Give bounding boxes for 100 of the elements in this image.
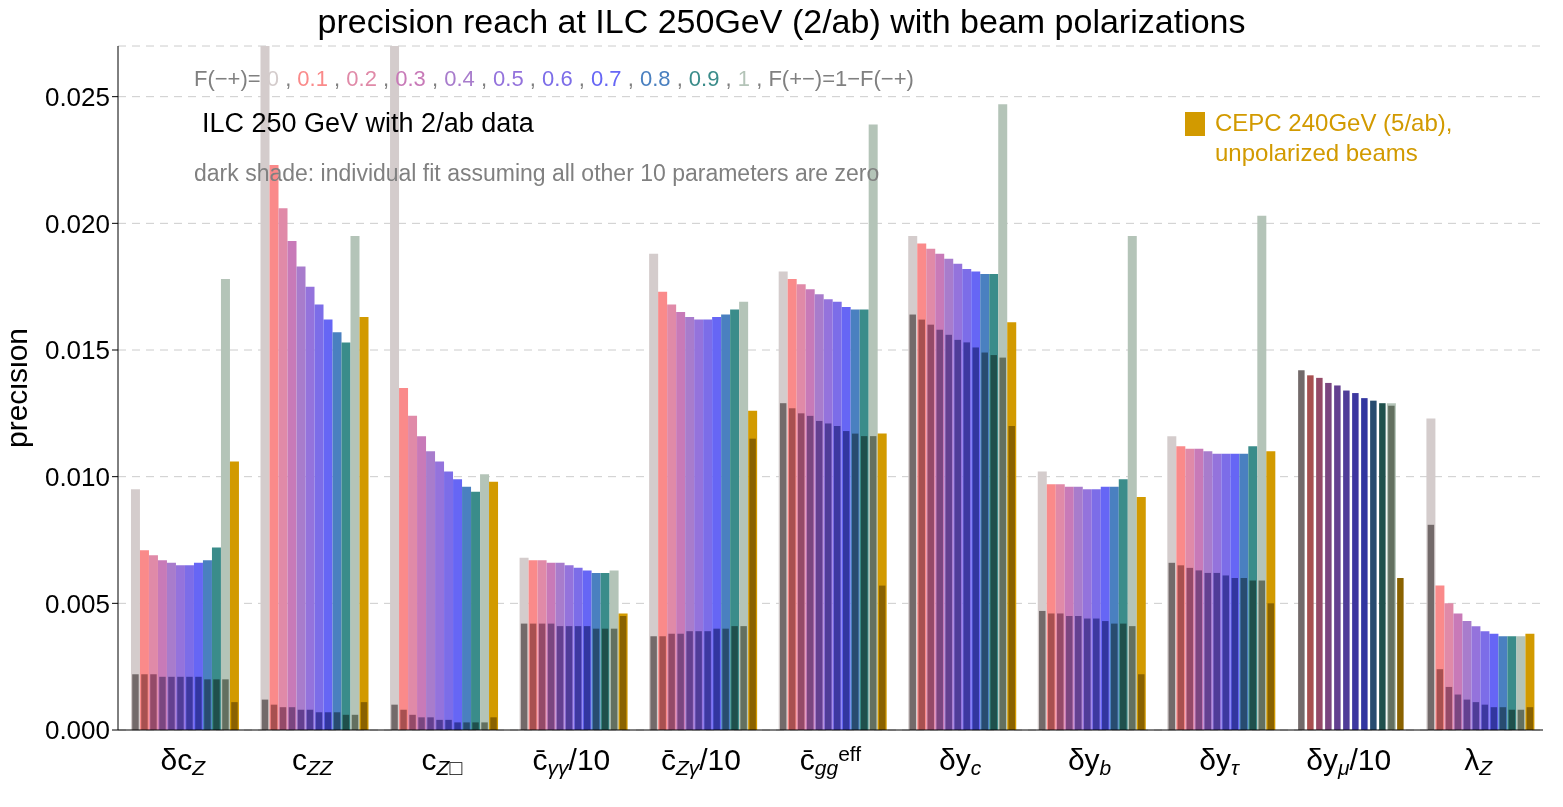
bar — [445, 719, 452, 730]
text: 0.5 — [493, 66, 524, 91]
bar — [963, 342, 970, 730]
x-tick-label: c̄$_{γγ}$/10 — [532, 743, 611, 780]
bar — [231, 702, 238, 730]
y-tick-label: 0.000 — [44, 715, 110, 746]
y-tick-label: 0.005 — [44, 588, 110, 619]
bar — [222, 679, 229, 730]
bar — [740, 626, 747, 730]
bar — [918, 319, 925, 730]
text: 0.7 — [590, 66, 622, 91]
bar — [1213, 572, 1221, 730]
chart-title: precision reach at ILC 250GeV (2/ab) with beam polarizations — [316, 2, 1247, 41]
bar — [1370, 400, 1377, 730]
bar — [1111, 623, 1118, 730]
text: 0.8 — [639, 66, 671, 91]
bar — [659, 636, 666, 730]
bar — [1093, 618, 1100, 730]
bar — [489, 481, 499, 730]
text: , — [383, 66, 390, 91]
bar — [1352, 393, 1359, 730]
bar — [427, 717, 434, 730]
bar — [409, 714, 416, 730]
x-tick-label: δy$_{μ}$/10 — [1306, 743, 1392, 780]
bar — [1204, 572, 1212, 730]
bar — [1343, 390, 1350, 730]
bar — [426, 451, 436, 730]
bar — [815, 420, 823, 730]
x-tick-label: c$_{Z□}$ — [421, 743, 463, 780]
bar — [1231, 578, 1239, 730]
legend-label: CEPC 240GeV (5/ab), unpolarized beams — [1215, 108, 1454, 168]
bar — [1084, 618, 1091, 730]
bar — [463, 722, 470, 730]
text: , — [529, 66, 536, 91]
bar — [556, 626, 564, 730]
bar — [529, 623, 537, 730]
y-tick-label: 0.025 — [44, 81, 110, 112]
bar — [1168, 562, 1176, 730]
bar — [806, 415, 814, 730]
bar — [1195, 570, 1203, 730]
bar — [472, 722, 479, 730]
bar — [1472, 702, 1480, 730]
bar — [1177, 565, 1185, 730]
bar — [1249, 580, 1257, 730]
x-tick-label: δy$_{b}$ — [1067, 743, 1112, 780]
bar — [1316, 377, 1323, 730]
y-tick-label: 0.020 — [44, 208, 110, 239]
bar — [927, 324, 934, 730]
bar — [1008, 426, 1015, 730]
bar — [1240, 578, 1248, 730]
bar — [1102, 621, 1109, 730]
bar — [417, 436, 427, 730]
text: , — [431, 66, 439, 91]
bar — [481, 722, 488, 730]
bar — [150, 674, 157, 730]
bar — [981, 352, 988, 730]
bar — [1075, 616, 1082, 730]
text: , — [480, 66, 487, 91]
text: , — [756, 66, 763, 91]
bar — [141, 674, 148, 730]
bar — [583, 626, 591, 730]
bar — [1222, 575, 1230, 730]
bar — [186, 676, 193, 730]
bar — [574, 626, 582, 730]
bar — [391, 704, 398, 730]
bar — [435, 461, 445, 730]
bar — [332, 332, 342, 730]
x-tick-label: c̄$_{Zγ}$/10 — [660, 743, 741, 780]
bar — [731, 626, 738, 730]
bar — [177, 676, 184, 730]
bar — [538, 623, 546, 730]
bar — [360, 702, 368, 730]
x-tick-label: δy$_{c}$ — [938, 743, 982, 780]
bar — [454, 722, 461, 730]
bar — [168, 676, 175, 730]
bar — [1066, 616, 1073, 730]
bar — [323, 319, 333, 730]
text: 0.2 — [346, 66, 377, 91]
annotation: F(+−)=1−F(−+) — [768, 66, 914, 91]
x-tick-label: δc$_{Z}$ — [160, 743, 207, 780]
bar — [936, 329, 943, 730]
bar — [1361, 398, 1368, 730]
bar — [444, 471, 454, 730]
bar — [779, 403, 787, 730]
bar — [159, 676, 166, 730]
bar — [695, 631, 702, 730]
bar — [565, 626, 573, 730]
bar — [350, 236, 360, 730]
bar — [213, 679, 220, 730]
bar — [314, 304, 324, 730]
bar — [480, 474, 490, 730]
bar — [878, 585, 886, 730]
bar — [749, 438, 756, 730]
bar — [972, 347, 979, 730]
bar — [704, 631, 711, 730]
x-tick-label: c$_{ZZ}$ — [291, 743, 334, 780]
bar — [842, 431, 850, 730]
bar — [1307, 375, 1314, 730]
bar — [851, 433, 859, 730]
bar — [341, 342, 351, 730]
